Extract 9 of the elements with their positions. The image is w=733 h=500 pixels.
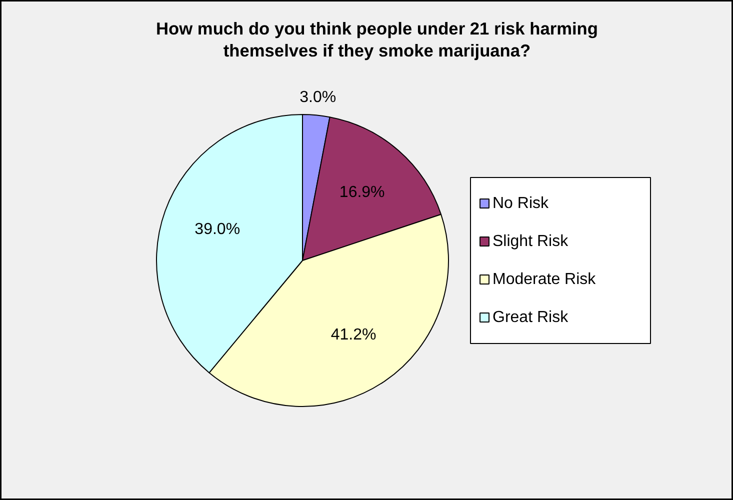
legend-label: Moderate Risk — [492, 271, 597, 288]
data-label: 3.0% — [300, 89, 336, 106]
chart-title: How much do you think people under 21 risk harming themselves if they smoke marijuana? — [156, 18, 598, 60]
data-label: 41.2% — [330, 326, 376, 344]
data-label: 39.0% — [194, 221, 240, 238]
legend-label: No Risk — [492, 195, 550, 212]
legend-label: Slight Risk — [492, 233, 570, 250]
legend-label: Great Risk — [492, 309, 570, 326]
data-label: 16.9% — [339, 184, 385, 201]
